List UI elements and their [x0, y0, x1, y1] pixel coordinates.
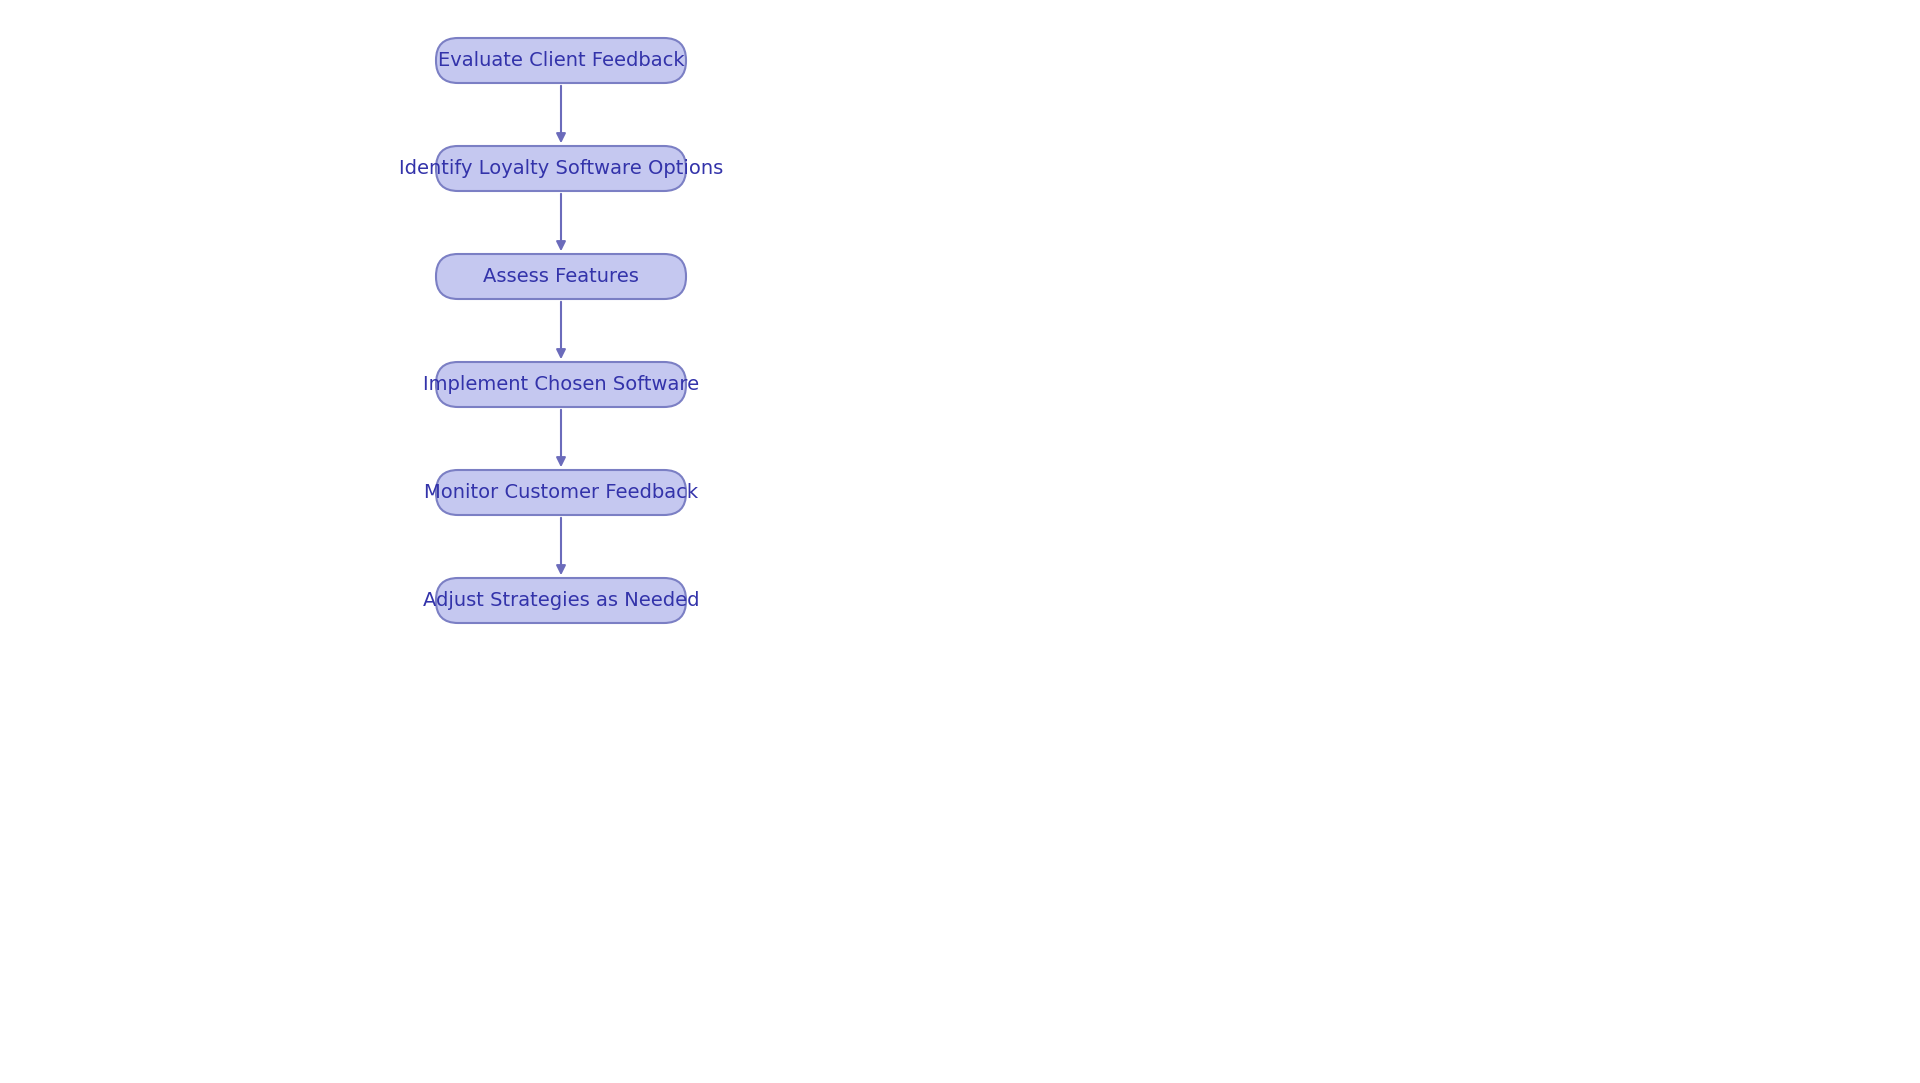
FancyBboxPatch shape — [436, 578, 685, 623]
Text: Implement Chosen Software: Implement Chosen Software — [422, 375, 699, 394]
FancyBboxPatch shape — [436, 38, 685, 83]
FancyBboxPatch shape — [436, 470, 685, 516]
Text: Identify Loyalty Software Options: Identify Loyalty Software Options — [399, 159, 724, 178]
Text: Evaluate Client Feedback: Evaluate Client Feedback — [438, 51, 684, 70]
FancyBboxPatch shape — [436, 146, 685, 191]
FancyBboxPatch shape — [436, 362, 685, 407]
Text: Assess Features: Assess Features — [484, 268, 639, 286]
FancyBboxPatch shape — [436, 255, 685, 299]
Text: Adjust Strategies as Needed: Adjust Strategies as Needed — [422, 591, 699, 610]
Text: Monitor Customer Feedback: Monitor Customer Feedback — [424, 483, 699, 503]
